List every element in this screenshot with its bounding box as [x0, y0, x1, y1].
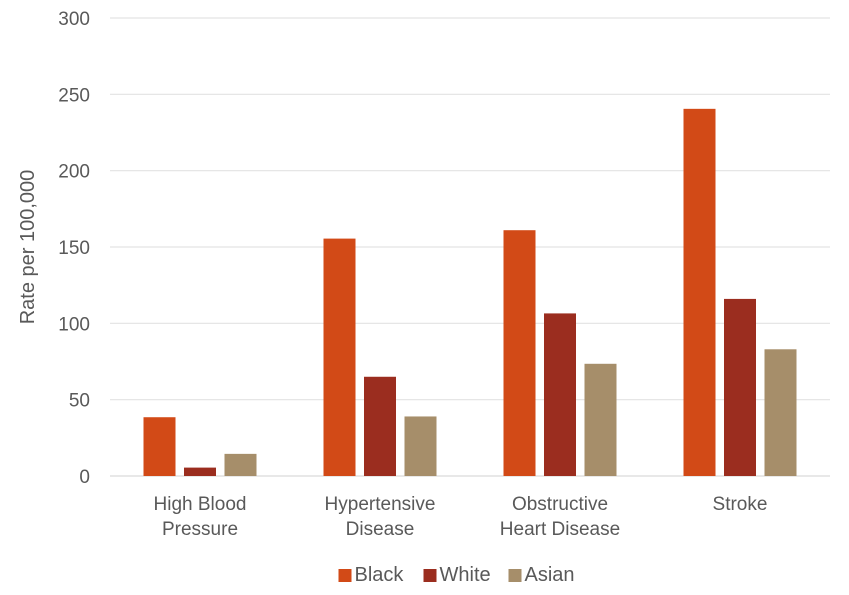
bar-white: [184, 467, 216, 476]
legend-label: Black: [355, 564, 405, 586]
bar-asian: [584, 363, 617, 476]
legend-label: Asian: [525, 564, 575, 586]
legend-item-asian: Asian: [508, 564, 575, 586]
x-category-label: Stroke: [713, 494, 768, 515]
x-category-label: High Blood Pressure: [154, 494, 247, 540]
x-axis-categories: High Blood Pressure Hypertensive Disease Obs…: [154, 494, 768, 540]
legend-item-white: White: [423, 564, 491, 586]
bars: [143, 108, 797, 476]
bar-black: [683, 108, 716, 476]
y-tick-label: 150: [58, 238, 90, 259]
y-tick-label: 250: [58, 85, 90, 106]
bar-white: [544, 313, 576, 476]
bar-black: [503, 230, 536, 476]
bar-white: [724, 298, 756, 476]
y-tick-label: 50: [69, 391, 90, 412]
y-tick-label: 0: [79, 467, 90, 488]
y-tick-label: 100: [58, 314, 90, 335]
x-category-label: Obstructive Heart Disease: [500, 494, 620, 540]
legend-item-black: Black: [338, 564, 405, 586]
legend-label: White: [440, 564, 491, 586]
y-tick-label: 200: [58, 162, 90, 183]
legend-swatch: [423, 569, 437, 582]
x-category-label: Hypertensive Disease: [325, 494, 436, 540]
gridlines: [110, 17, 830, 477]
bar-black: [323, 238, 356, 476]
y-tick-label: 300: [58, 9, 90, 30]
legend: Black White Asian: [338, 564, 575, 586]
y-axis-label: Rate per 100,000: [17, 170, 39, 325]
y-axis-ticks: 0 50 100 150 200 250 300: [58, 9, 90, 488]
bar-white: [364, 376, 396, 476]
legend-swatch: [338, 569, 352, 582]
bar-black: [143, 417, 176, 476]
legend-swatch: [508, 569, 522, 582]
bar-asian: [764, 349, 797, 476]
bar-asian: [224, 453, 257, 476]
bar-asian: [404, 416, 437, 476]
